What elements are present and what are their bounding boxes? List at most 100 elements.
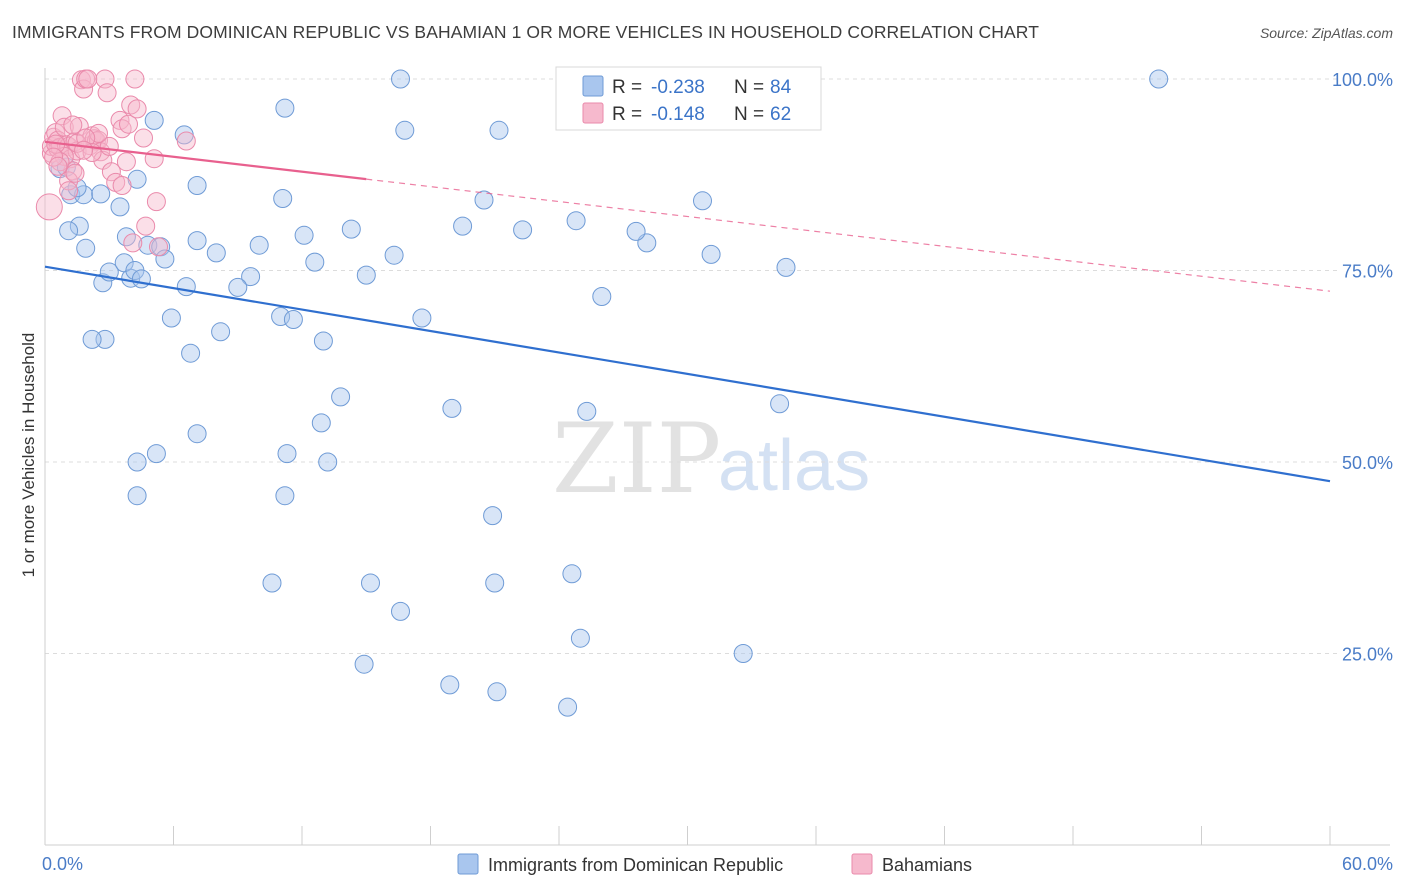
stats-legend: R = -0.238 N = 84 R = -0.148 N = 62 xyxy=(555,66,822,131)
blue-point xyxy=(558,697,578,717)
blue-point xyxy=(127,452,147,472)
blue-point xyxy=(249,235,269,255)
bottom-legend-blue-swatch xyxy=(457,853,479,875)
blue-point xyxy=(487,682,507,702)
stats-legend-pink-r-value: -0.148 xyxy=(651,104,705,125)
pink-point xyxy=(95,69,115,89)
blue-point xyxy=(131,269,151,289)
blue-point xyxy=(275,98,295,118)
bottom-legend: Immigrants from Dominican Republic Baham… xyxy=(457,853,972,875)
blue-point xyxy=(566,211,586,231)
pink-point xyxy=(144,149,164,169)
blue-point xyxy=(76,238,96,258)
blue-point xyxy=(59,221,79,241)
blue-point xyxy=(277,444,297,464)
blue-point xyxy=(114,253,134,273)
blue-point xyxy=(733,644,753,663)
blue-point xyxy=(294,225,314,245)
blue-point xyxy=(776,257,796,277)
watermark-atlas: atlas xyxy=(718,426,870,506)
blue-point xyxy=(354,654,374,674)
blue-point xyxy=(442,398,462,418)
pink-point xyxy=(127,99,147,119)
blue-point xyxy=(453,216,473,236)
stats-legend-pink-n-label: N = xyxy=(734,104,764,125)
pink-point xyxy=(59,181,79,201)
y-axis-label: 1 or more Vehicles in Household xyxy=(19,333,38,578)
pink-point xyxy=(63,161,83,181)
y-tick-label-25: 25.0% xyxy=(1342,645,1393,665)
blue-point xyxy=(273,189,293,208)
pink-point xyxy=(65,163,85,183)
blue-point xyxy=(570,628,590,648)
pink-point xyxy=(48,156,68,176)
stats-legend-blue-swatch xyxy=(582,75,604,97)
chart-title: IMMIGRANTS FROM DOMINICAN REPUBLIC VS BA… xyxy=(12,22,1039,42)
blue-point xyxy=(693,191,712,211)
blue-point xyxy=(562,564,582,584)
blue-point xyxy=(69,216,89,236)
pink-point xyxy=(35,193,63,221)
blue-point xyxy=(592,287,612,306)
axis-layer: 25.0% 50.0% 75.0% 100.0% 0.0% 60.0% xyxy=(42,68,1393,874)
blue-point xyxy=(626,221,646,241)
bottom-legend-pink-label: Bahamians xyxy=(882,855,972,875)
blue-point xyxy=(311,413,331,433)
stats-legend-pink-r-label: R = xyxy=(612,104,642,125)
stats-legend-blue-r-label: R = xyxy=(612,77,642,98)
blue-point xyxy=(144,110,164,130)
blue-point xyxy=(93,273,113,293)
y-tick-label-100: 100.0% xyxy=(1332,70,1393,90)
blue-point xyxy=(489,120,509,140)
blue-point xyxy=(331,387,351,407)
blue-point xyxy=(176,277,196,297)
pink-trend-line-dashed xyxy=(366,178,1331,292)
pink-point xyxy=(89,123,108,143)
pink-point xyxy=(116,152,136,172)
blue-point xyxy=(110,197,130,217)
bottom-legend-blue-label: Immigrants from Dominican Republic xyxy=(488,855,783,875)
blue-point xyxy=(127,486,147,506)
blue-point xyxy=(187,424,207,444)
bottom-legend-pink-swatch xyxy=(851,853,873,875)
blue-point xyxy=(395,120,415,140)
blue-point xyxy=(161,308,181,328)
blue-point xyxy=(701,244,721,264)
blue-point xyxy=(91,184,111,204)
blue-point xyxy=(211,322,231,342)
pink-point xyxy=(97,83,117,103)
pink-point xyxy=(112,176,132,195)
pink-point xyxy=(44,147,64,167)
blue-point xyxy=(485,573,505,593)
pink-point xyxy=(59,171,79,191)
blue-point xyxy=(474,190,494,210)
blue-point xyxy=(187,176,207,195)
blue-point xyxy=(206,243,226,263)
blue-point xyxy=(513,220,533,240)
pink-point xyxy=(149,237,168,257)
pink-point xyxy=(69,117,89,136)
pink-point xyxy=(146,192,166,212)
blue-point xyxy=(412,308,432,328)
x-tick-label-60: 60.0% xyxy=(1342,854,1393,874)
blue-point xyxy=(341,219,361,239)
blue-point xyxy=(228,277,248,297)
chart-source: Source: ZipAtlas.com xyxy=(1260,25,1393,41)
pink-point xyxy=(63,115,83,135)
blue-point xyxy=(187,231,207,251)
blue-point xyxy=(146,444,166,464)
x-tick-label-0: 0.0% xyxy=(42,854,83,874)
blue-point xyxy=(262,573,282,593)
blue-point xyxy=(95,329,115,349)
pink-trend-line-solid xyxy=(44,140,367,181)
blue-point xyxy=(1149,69,1169,89)
blue-point xyxy=(318,452,338,472)
blue-point xyxy=(361,573,380,593)
series-blue-points xyxy=(50,69,1169,717)
blue-point xyxy=(305,252,325,272)
watermark-zip: ZIP xyxy=(552,403,721,515)
pink-point xyxy=(78,69,98,89)
blue-point xyxy=(275,486,295,506)
stats-legend-blue-n-value: 84 xyxy=(770,77,792,98)
